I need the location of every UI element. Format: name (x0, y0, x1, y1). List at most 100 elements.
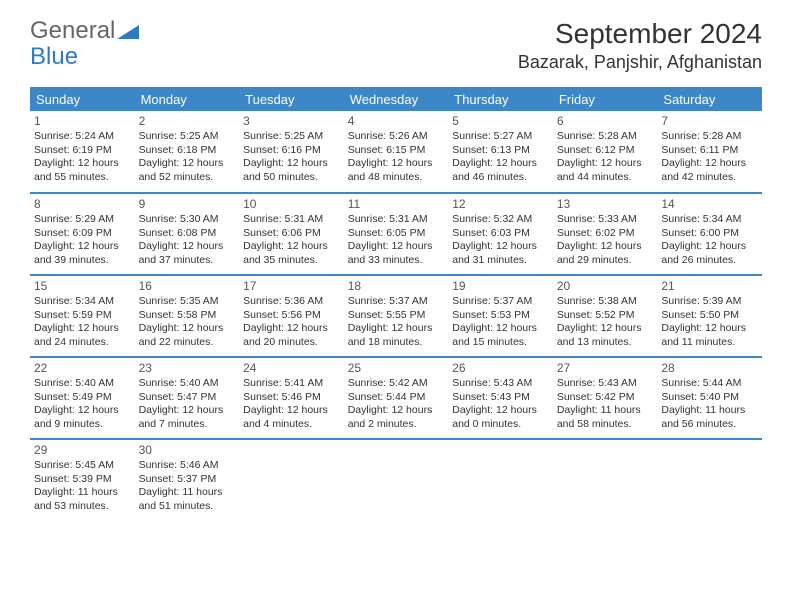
calendar-cell (657, 439, 762, 521)
daylight-line: Daylight: 11 hours and 51 minutes. (139, 486, 236, 513)
calendar-cell: 25Sunrise: 5:42 AMSunset: 5:44 PMDayligh… (344, 357, 449, 439)
daylight-line: Daylight: 12 hours and 33 minutes. (348, 240, 445, 267)
day-number: 16 (139, 279, 236, 294)
calendar-cell: 7Sunrise: 5:28 AMSunset: 6:11 PMDaylight… (657, 111, 762, 193)
month-title: September 2024 (518, 18, 762, 50)
sunset-line: Sunset: 5:59 PM (34, 309, 131, 322)
calendar-cell: 28Sunrise: 5:44 AMSunset: 5:40 PMDayligh… (657, 357, 762, 439)
daylight-line: Daylight: 12 hours and 11 minutes. (661, 322, 758, 349)
day-number: 10 (243, 197, 340, 212)
sunrise-line: Sunrise: 5:46 AM (139, 459, 236, 472)
calendar-cell (448, 439, 553, 521)
sunset-line: Sunset: 5:42 PM (557, 391, 654, 404)
sunset-line: Sunset: 5:40 PM (661, 391, 758, 404)
calendar-cell: 10Sunrise: 5:31 AMSunset: 6:06 PMDayligh… (239, 193, 344, 275)
calendar-cell: 6Sunrise: 5:28 AMSunset: 6:12 PMDaylight… (553, 111, 658, 193)
sunrise-line: Sunrise: 5:37 AM (348, 295, 445, 308)
daylight-line: Daylight: 12 hours and 44 minutes. (557, 157, 654, 184)
sunrise-line: Sunrise: 5:35 AM (139, 295, 236, 308)
calendar-row: 29Sunrise: 5:45 AMSunset: 5:39 PMDayligh… (30, 439, 762, 521)
sunrise-line: Sunrise: 5:44 AM (661, 377, 758, 390)
sunrise-line: Sunrise: 5:38 AM (557, 295, 654, 308)
daylight-line: Daylight: 12 hours and 18 minutes. (348, 322, 445, 349)
calendar-cell: 17Sunrise: 5:36 AMSunset: 5:56 PMDayligh… (239, 275, 344, 357)
calendar-cell: 3Sunrise: 5:25 AMSunset: 6:16 PMDaylight… (239, 111, 344, 193)
calendar-cell: 1Sunrise: 5:24 AMSunset: 6:19 PMDaylight… (30, 111, 135, 193)
daylight-line: Daylight: 12 hours and 29 minutes. (557, 240, 654, 267)
day-header: Saturday (657, 88, 762, 112)
calendar-cell: 13Sunrise: 5:33 AMSunset: 6:02 PMDayligh… (553, 193, 658, 275)
daylight-line: Daylight: 12 hours and 15 minutes. (452, 322, 549, 349)
title-block: September 2024 Bazarak, Panjshir, Afghan… (518, 18, 762, 73)
sunset-line: Sunset: 6:02 PM (557, 227, 654, 240)
sunrise-line: Sunrise: 5:43 AM (452, 377, 549, 390)
day-number: 2 (139, 114, 236, 129)
day-number: 11 (348, 197, 445, 212)
sunset-line: Sunset: 5:52 PM (557, 309, 654, 322)
calendar-cell: 27Sunrise: 5:43 AMSunset: 5:42 PMDayligh… (553, 357, 658, 439)
sunset-line: Sunset: 6:15 PM (348, 144, 445, 157)
sunset-line: Sunset: 5:50 PM (661, 309, 758, 322)
day-number: 26 (452, 361, 549, 376)
calendar-cell: 15Sunrise: 5:34 AMSunset: 5:59 PMDayligh… (30, 275, 135, 357)
day-number: 6 (557, 114, 654, 129)
calendar-cell: 16Sunrise: 5:35 AMSunset: 5:58 PMDayligh… (135, 275, 240, 357)
sunrise-line: Sunrise: 5:29 AM (34, 213, 131, 226)
calendar-row: 1Sunrise: 5:24 AMSunset: 6:19 PMDaylight… (30, 111, 762, 193)
sunset-line: Sunset: 5:44 PM (348, 391, 445, 404)
sunset-line: Sunset: 6:16 PM (243, 144, 340, 157)
day-number: 27 (557, 361, 654, 376)
day-number: 1 (34, 114, 131, 129)
sunrise-line: Sunrise: 5:28 AM (661, 130, 758, 143)
daylight-line: Daylight: 12 hours and 2 minutes. (348, 404, 445, 431)
sunset-line: Sunset: 6:05 PM (348, 227, 445, 240)
sunrise-line: Sunrise: 5:30 AM (139, 213, 236, 226)
sunset-line: Sunset: 5:46 PM (243, 391, 340, 404)
daylight-line: Daylight: 12 hours and 39 minutes. (34, 240, 131, 267)
daylight-line: Daylight: 12 hours and 50 minutes. (243, 157, 340, 184)
sunset-line: Sunset: 6:18 PM (139, 144, 236, 157)
day-number: 20 (557, 279, 654, 294)
calendar-row: 22Sunrise: 5:40 AMSunset: 5:49 PMDayligh… (30, 357, 762, 439)
calendar-cell: 19Sunrise: 5:37 AMSunset: 5:53 PMDayligh… (448, 275, 553, 357)
day-number: 15 (34, 279, 131, 294)
day-number: 5 (452, 114, 549, 129)
calendar-cell: 4Sunrise: 5:26 AMSunset: 6:15 PMDaylight… (344, 111, 449, 193)
day-number: 24 (243, 361, 340, 376)
sunrise-line: Sunrise: 5:41 AM (243, 377, 340, 390)
sunrise-line: Sunrise: 5:34 AM (34, 295, 131, 308)
logo-word-2: Blue (30, 43, 78, 70)
calendar-cell: 30Sunrise: 5:46 AMSunset: 5:37 PMDayligh… (135, 439, 240, 521)
day-number: 3 (243, 114, 340, 129)
sunset-line: Sunset: 6:11 PM (661, 144, 758, 157)
sunrise-line: Sunrise: 5:25 AM (243, 130, 340, 143)
day-number: 21 (661, 279, 758, 294)
day-header: Thursday (448, 88, 553, 112)
sunset-line: Sunset: 5:55 PM (348, 309, 445, 322)
day-number: 9 (139, 197, 236, 212)
day-number: 25 (348, 361, 445, 376)
calendar-cell: 22Sunrise: 5:40 AMSunset: 5:49 PMDayligh… (30, 357, 135, 439)
daylight-line: Daylight: 12 hours and 52 minutes. (139, 157, 236, 184)
calendar-cell: 14Sunrise: 5:34 AMSunset: 6:00 PMDayligh… (657, 193, 762, 275)
header: General Blue September 2024 Bazarak, Pan… (0, 0, 792, 81)
sunset-line: Sunset: 5:43 PM (452, 391, 549, 404)
sunset-line: Sunset: 6:09 PM (34, 227, 131, 240)
sunrise-line: Sunrise: 5:27 AM (452, 130, 549, 143)
sunset-line: Sunset: 6:00 PM (661, 227, 758, 240)
sunset-line: Sunset: 6:03 PM (452, 227, 549, 240)
day-number: 22 (34, 361, 131, 376)
daylight-line: Daylight: 12 hours and 48 minutes. (348, 157, 445, 184)
sunrise-line: Sunrise: 5:45 AM (34, 459, 131, 472)
day-number: 28 (661, 361, 758, 376)
daylight-line: Daylight: 12 hours and 37 minutes. (139, 240, 236, 267)
calendar-cell: 29Sunrise: 5:45 AMSunset: 5:39 PMDayligh… (30, 439, 135, 521)
logo-triangle-icon (117, 19, 139, 44)
day-number: 8 (34, 197, 131, 212)
calendar-cell (239, 439, 344, 521)
sunset-line: Sunset: 6:19 PM (34, 144, 131, 157)
day-number: 19 (452, 279, 549, 294)
sunset-line: Sunset: 5:56 PM (243, 309, 340, 322)
day-number: 4 (348, 114, 445, 129)
calendar-cell: 11Sunrise: 5:31 AMSunset: 6:05 PMDayligh… (344, 193, 449, 275)
